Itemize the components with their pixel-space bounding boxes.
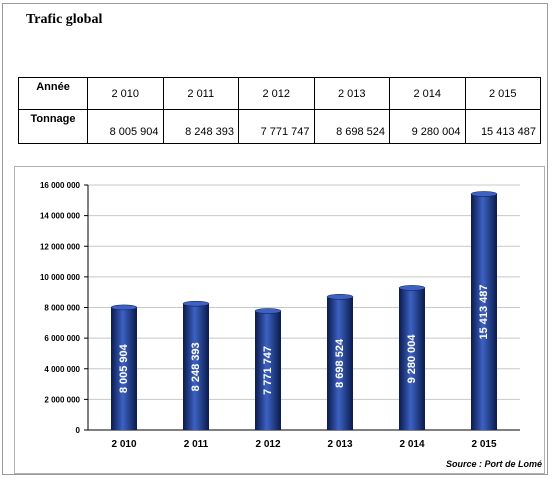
x-tick-label: 2 010 bbox=[111, 439, 136, 450]
chart-box bbox=[14, 166, 545, 474]
table-cell-year: 2 011 bbox=[162, 77, 239, 110]
table-cell-tonnage: 9 280 004 bbox=[389, 109, 466, 144]
x-tick-label: 2 011 bbox=[184, 439, 209, 450]
y-tick-label: 0 bbox=[76, 426, 81, 435]
table-row: Année 2 010 2 011 2 012 2 013 2 014 2 01… bbox=[18, 77, 541, 110]
table-cell-tonnage: 8 005 904 bbox=[87, 109, 164, 144]
table-cell-year: 2 015 bbox=[464, 77, 541, 110]
table-cell-tonnage: 8 248 393 bbox=[162, 109, 239, 144]
data-label: 8 005 904 bbox=[118, 343, 130, 393]
bar bbox=[255, 310, 281, 430]
bar-cap bbox=[398, 285, 426, 291]
bar-cap bbox=[254, 308, 282, 314]
data-label: 15 413 487 bbox=[478, 284, 490, 339]
table-cell-year: 2 014 bbox=[389, 77, 466, 110]
bar bbox=[327, 296, 353, 430]
table-cell-tonnage: 8 698 524 bbox=[313, 109, 390, 144]
y-tick-label: 14 000 000 bbox=[40, 212, 81, 221]
source-note: Source : Port de Lomé bbox=[446, 459, 543, 469]
table-cell-year: 2 013 bbox=[313, 77, 390, 110]
bar-cap bbox=[110, 304, 138, 311]
data-label: 9 280 004 bbox=[406, 334, 418, 384]
bar bbox=[399, 287, 425, 430]
data-label: 7 771 747 bbox=[262, 346, 274, 395]
y-tick-label: 6 000 000 bbox=[44, 334, 80, 343]
y-tick-label: 4 000 000 bbox=[44, 365, 80, 374]
page-title: Trafic global bbox=[26, 12, 103, 27]
y-tick-label: 8 000 000 bbox=[44, 304, 80, 313]
table-row: Tonnage 8 005 904 8 248 393 7 771 747 8 … bbox=[18, 109, 541, 144]
bar-cap bbox=[326, 294, 354, 300]
row-header-tonnage: Tonnage bbox=[18, 109, 88, 144]
y-tick-label: 12 000 000 bbox=[40, 242, 81, 251]
y-tick-label: 10 000 000 bbox=[40, 273, 81, 282]
x-tick-label: 2 013 bbox=[327, 439, 352, 450]
x-tick-label: 2 014 bbox=[399, 439, 424, 450]
data-label: 8 698 524 bbox=[334, 338, 346, 388]
y-tick-label: 16 000 000 bbox=[40, 181, 81, 190]
bar-cap bbox=[182, 300, 210, 307]
table-cell-tonnage: 7 771 747 bbox=[238, 109, 315, 144]
data-label: 8 248 393 bbox=[190, 342, 202, 391]
x-tick-label: 2 015 bbox=[471, 439, 496, 450]
figure-frame bbox=[2, 3, 548, 475]
row-header-year: Année bbox=[18, 77, 88, 110]
bar-cap bbox=[470, 191, 498, 197]
bar bbox=[471, 193, 497, 430]
bar bbox=[111, 307, 137, 430]
table-cell-year: 2 010 bbox=[87, 77, 164, 110]
table-cell-tonnage: 15 413 487 bbox=[464, 109, 541, 144]
data-table: Année 2 010 2 011 2 012 2 013 2 014 2 01… bbox=[18, 77, 541, 144]
y-tick-label: 2 000 000 bbox=[44, 395, 80, 404]
bar bbox=[183, 303, 209, 430]
x-tick-label: 2 012 bbox=[255, 439, 280, 450]
